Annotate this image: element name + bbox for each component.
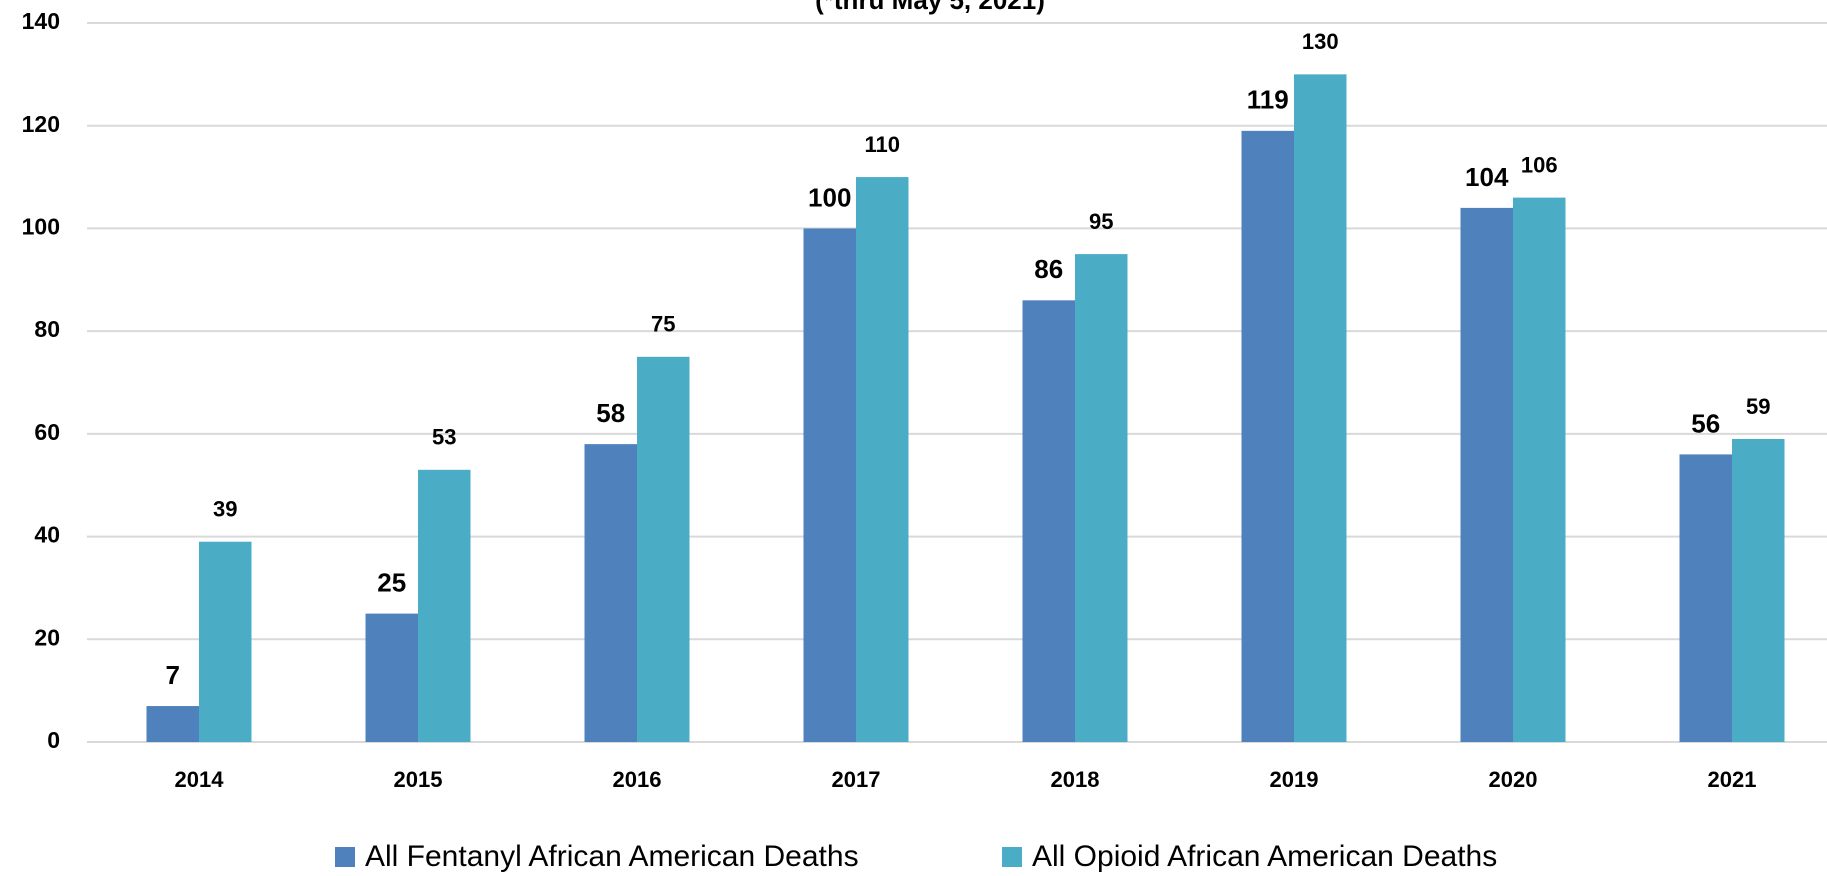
data-label: 59 (1746, 394, 1770, 419)
y-tick-label: 40 (34, 522, 60, 548)
bar (418, 469, 471, 742)
data-label: 53 (432, 425, 456, 450)
x-tick-label: 2019 (1270, 767, 1319, 792)
bar (146, 706, 199, 742)
x-tick-label: 2016 (613, 767, 662, 792)
data-label: 130 (1302, 29, 1339, 54)
data-label: 75 (651, 312, 675, 337)
y-tick-label: 140 (22, 8, 60, 34)
y-tick-label: 120 (22, 111, 60, 137)
data-label: 56 (1691, 408, 1720, 438)
data-label: 100 (808, 182, 851, 212)
legend-swatch (1002, 847, 1022, 867)
bar (1075, 254, 1128, 742)
legend-label: All Opioid African American Deaths (1032, 840, 1497, 873)
bar (1022, 300, 1075, 742)
bar (1679, 454, 1732, 742)
legend-swatch (335, 847, 355, 867)
bar (856, 177, 909, 743)
bar (803, 228, 856, 742)
bar (1732, 438, 1785, 742)
x-tick-label: 2021 (1708, 767, 1757, 792)
bar (1294, 74, 1347, 743)
data-label: 104 (1465, 162, 1509, 192)
bar (637, 356, 690, 742)
data-label: 7 (166, 660, 180, 690)
chart-subtitle: (*thru May 5, 2021) (815, 0, 1045, 15)
legend-label: All Fentanyl African American Deaths (365, 840, 859, 873)
bar (199, 541, 252, 742)
bar (1241, 130, 1294, 743)
y-tick-label: 80 (34, 316, 60, 342)
y-tick-label: 60 (34, 419, 60, 445)
data-label: 58 (596, 398, 625, 428)
data-label: 86 (1034, 254, 1063, 284)
x-tick-label: 2017 (832, 767, 881, 792)
data-label: 119 (1247, 85, 1289, 115)
data-label: 25 (377, 567, 406, 597)
data-label: 106 (1521, 152, 1558, 177)
y-tick-label: 20 (34, 624, 60, 650)
y-tick-label: 100 (22, 214, 60, 240)
data-label: 110 (865, 132, 901, 157)
x-tick-label: 2015 (394, 767, 443, 792)
x-tick-label: 2020 (1489, 767, 1538, 792)
x-tick-label: 2014 (175, 767, 225, 792)
bar (365, 613, 418, 742)
bar (584, 444, 637, 742)
data-label: 39 (213, 497, 237, 522)
data-label: 95 (1089, 209, 1113, 234)
bar (1460, 207, 1513, 742)
x-tick-label: 2018 (1051, 767, 1100, 792)
bar (1513, 197, 1566, 743)
y-tick-label: 0 (47, 727, 60, 753)
